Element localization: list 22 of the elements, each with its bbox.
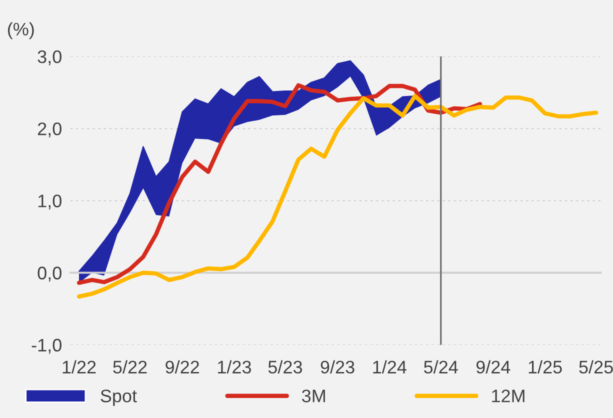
x-tick-label: 5/25 <box>579 360 613 374</box>
x-tick-label: 5/24 <box>424 360 458 374</box>
y-tick-label: 3,0 <box>38 50 62 66</box>
y-axis-title: (%) <box>8 22 34 40</box>
x-tick-label: 9/24 <box>476 360 510 374</box>
x-tick-label: 1/22 <box>62 360 96 374</box>
legend-label: Spot <box>100 390 137 406</box>
line-series <box>76 83 482 285</box>
legend-label: 12M <box>492 390 524 402</box>
y-tick-label: -1,0 <box>32 338 62 354</box>
legend-label: 3M <box>302 390 325 402</box>
line-series <box>76 94 598 299</box>
x-tick-label: 5/23 <box>268 360 302 374</box>
x-tick-label: 1/24 <box>373 360 406 374</box>
x-tick-label: 1/23 <box>218 360 251 374</box>
x-tick-label: 5/22 <box>113 360 147 374</box>
y-tick-label: 2,0 <box>38 122 62 138</box>
x-tick-label: 1/25 <box>528 360 562 374</box>
y-tick-label: 1,0 <box>38 194 62 210</box>
x-tick-label: 9/23 <box>320 360 354 374</box>
y-tick-label: 0,0 <box>38 266 62 282</box>
x-tick-label: 9/22 <box>166 360 199 374</box>
